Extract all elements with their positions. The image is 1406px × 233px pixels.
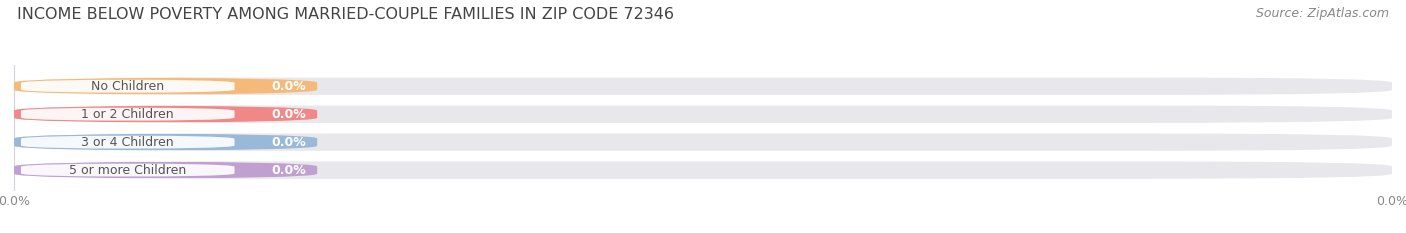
FancyBboxPatch shape bbox=[14, 134, 1392, 151]
Text: 0.0%: 0.0% bbox=[271, 136, 307, 149]
Text: 0.0%: 0.0% bbox=[271, 164, 307, 177]
FancyBboxPatch shape bbox=[14, 161, 318, 179]
FancyBboxPatch shape bbox=[21, 135, 235, 149]
FancyBboxPatch shape bbox=[21, 79, 235, 93]
FancyBboxPatch shape bbox=[14, 106, 1392, 123]
Text: 3 or 4 Children: 3 or 4 Children bbox=[82, 136, 174, 149]
FancyBboxPatch shape bbox=[21, 107, 235, 121]
Text: 0.0%: 0.0% bbox=[271, 80, 307, 93]
Text: No Children: No Children bbox=[91, 80, 165, 93]
Text: 1 or 2 Children: 1 or 2 Children bbox=[82, 108, 174, 121]
FancyBboxPatch shape bbox=[14, 134, 318, 151]
FancyBboxPatch shape bbox=[14, 78, 318, 95]
Text: INCOME BELOW POVERTY AMONG MARRIED-COUPLE FAMILIES IN ZIP CODE 72346: INCOME BELOW POVERTY AMONG MARRIED-COUPL… bbox=[17, 7, 673, 22]
FancyBboxPatch shape bbox=[14, 78, 1392, 95]
Text: 5 or more Children: 5 or more Children bbox=[69, 164, 187, 177]
FancyBboxPatch shape bbox=[14, 161, 1392, 179]
FancyBboxPatch shape bbox=[21, 163, 235, 177]
Text: 0.0%: 0.0% bbox=[271, 108, 307, 121]
Text: Source: ZipAtlas.com: Source: ZipAtlas.com bbox=[1256, 7, 1389, 20]
FancyBboxPatch shape bbox=[14, 106, 318, 123]
